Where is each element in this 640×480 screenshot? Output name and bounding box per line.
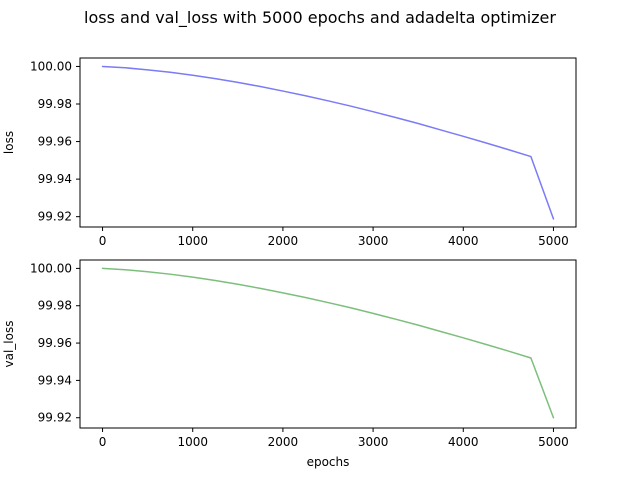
loss-x-tick-label: 0	[99, 234, 107, 248]
loss-subplot: 0 1000 2000 3000 4000 5000 99.92 99.94 99.96 99.9…	[2, 57, 577, 248]
val-loss-y-tick-label: 99.98	[38, 299, 72, 313]
val-loss-y-tick-label: 99.94	[38, 373, 72, 387]
val-loss-y-axis-label: val_loss	[2, 321, 16, 368]
loss-y-axis-label: loss	[2, 131, 16, 154]
loss-series-line-0	[101, 65, 555, 220]
loss-y-tick-label: 100.00	[30, 59, 72, 73]
val-loss-x-tick-label: 1000	[177, 435, 208, 449]
loss-axes-frame	[79, 57, 577, 228]
figure-title: loss and val_loss with 5000 epochs and a…	[84, 8, 556, 28]
loss-x-tick-label: 1000	[177, 234, 208, 248]
val-loss-y-tick-label: 99.92	[38, 411, 72, 425]
loss-x-tick-label: 2000	[268, 234, 299, 248]
val-loss-x-tick-label: 4000	[448, 435, 479, 449]
loss-y-tick-label: 99.94	[38, 172, 72, 186]
val-loss-x-tick-label: 5000	[538, 435, 569, 449]
val-loss-x-tick-label: 2000	[268, 435, 299, 449]
val-loss-series-line-0	[101, 267, 555, 419]
loss-y-tick-label: 99.96	[38, 135, 72, 149]
val-loss-y-tick-label: 100.00	[30, 261, 72, 275]
val-loss-y-tick-label: 99.96	[38, 336, 72, 350]
val-loss-x-tick-label: 0	[99, 435, 107, 449]
loss-x-tick-label: 5000	[538, 234, 569, 248]
val-loss-x-tick-label: 3000	[358, 435, 389, 449]
val-loss-axes-frame	[79, 259, 577, 429]
loss-x-tick-label: 3000	[358, 234, 389, 248]
val-loss-x-axis-label: epochs	[307, 455, 350, 469]
loss-x-tick-label: 4000	[448, 234, 479, 248]
loss-y-tick-label: 99.92	[38, 210, 72, 224]
val-loss-subplot: 0 1000 2000 3000 4000 5000 99.92 99.94 99.96 99.9…	[2, 259, 577, 469]
loss-y-tick-label: 99.98	[38, 97, 72, 111]
